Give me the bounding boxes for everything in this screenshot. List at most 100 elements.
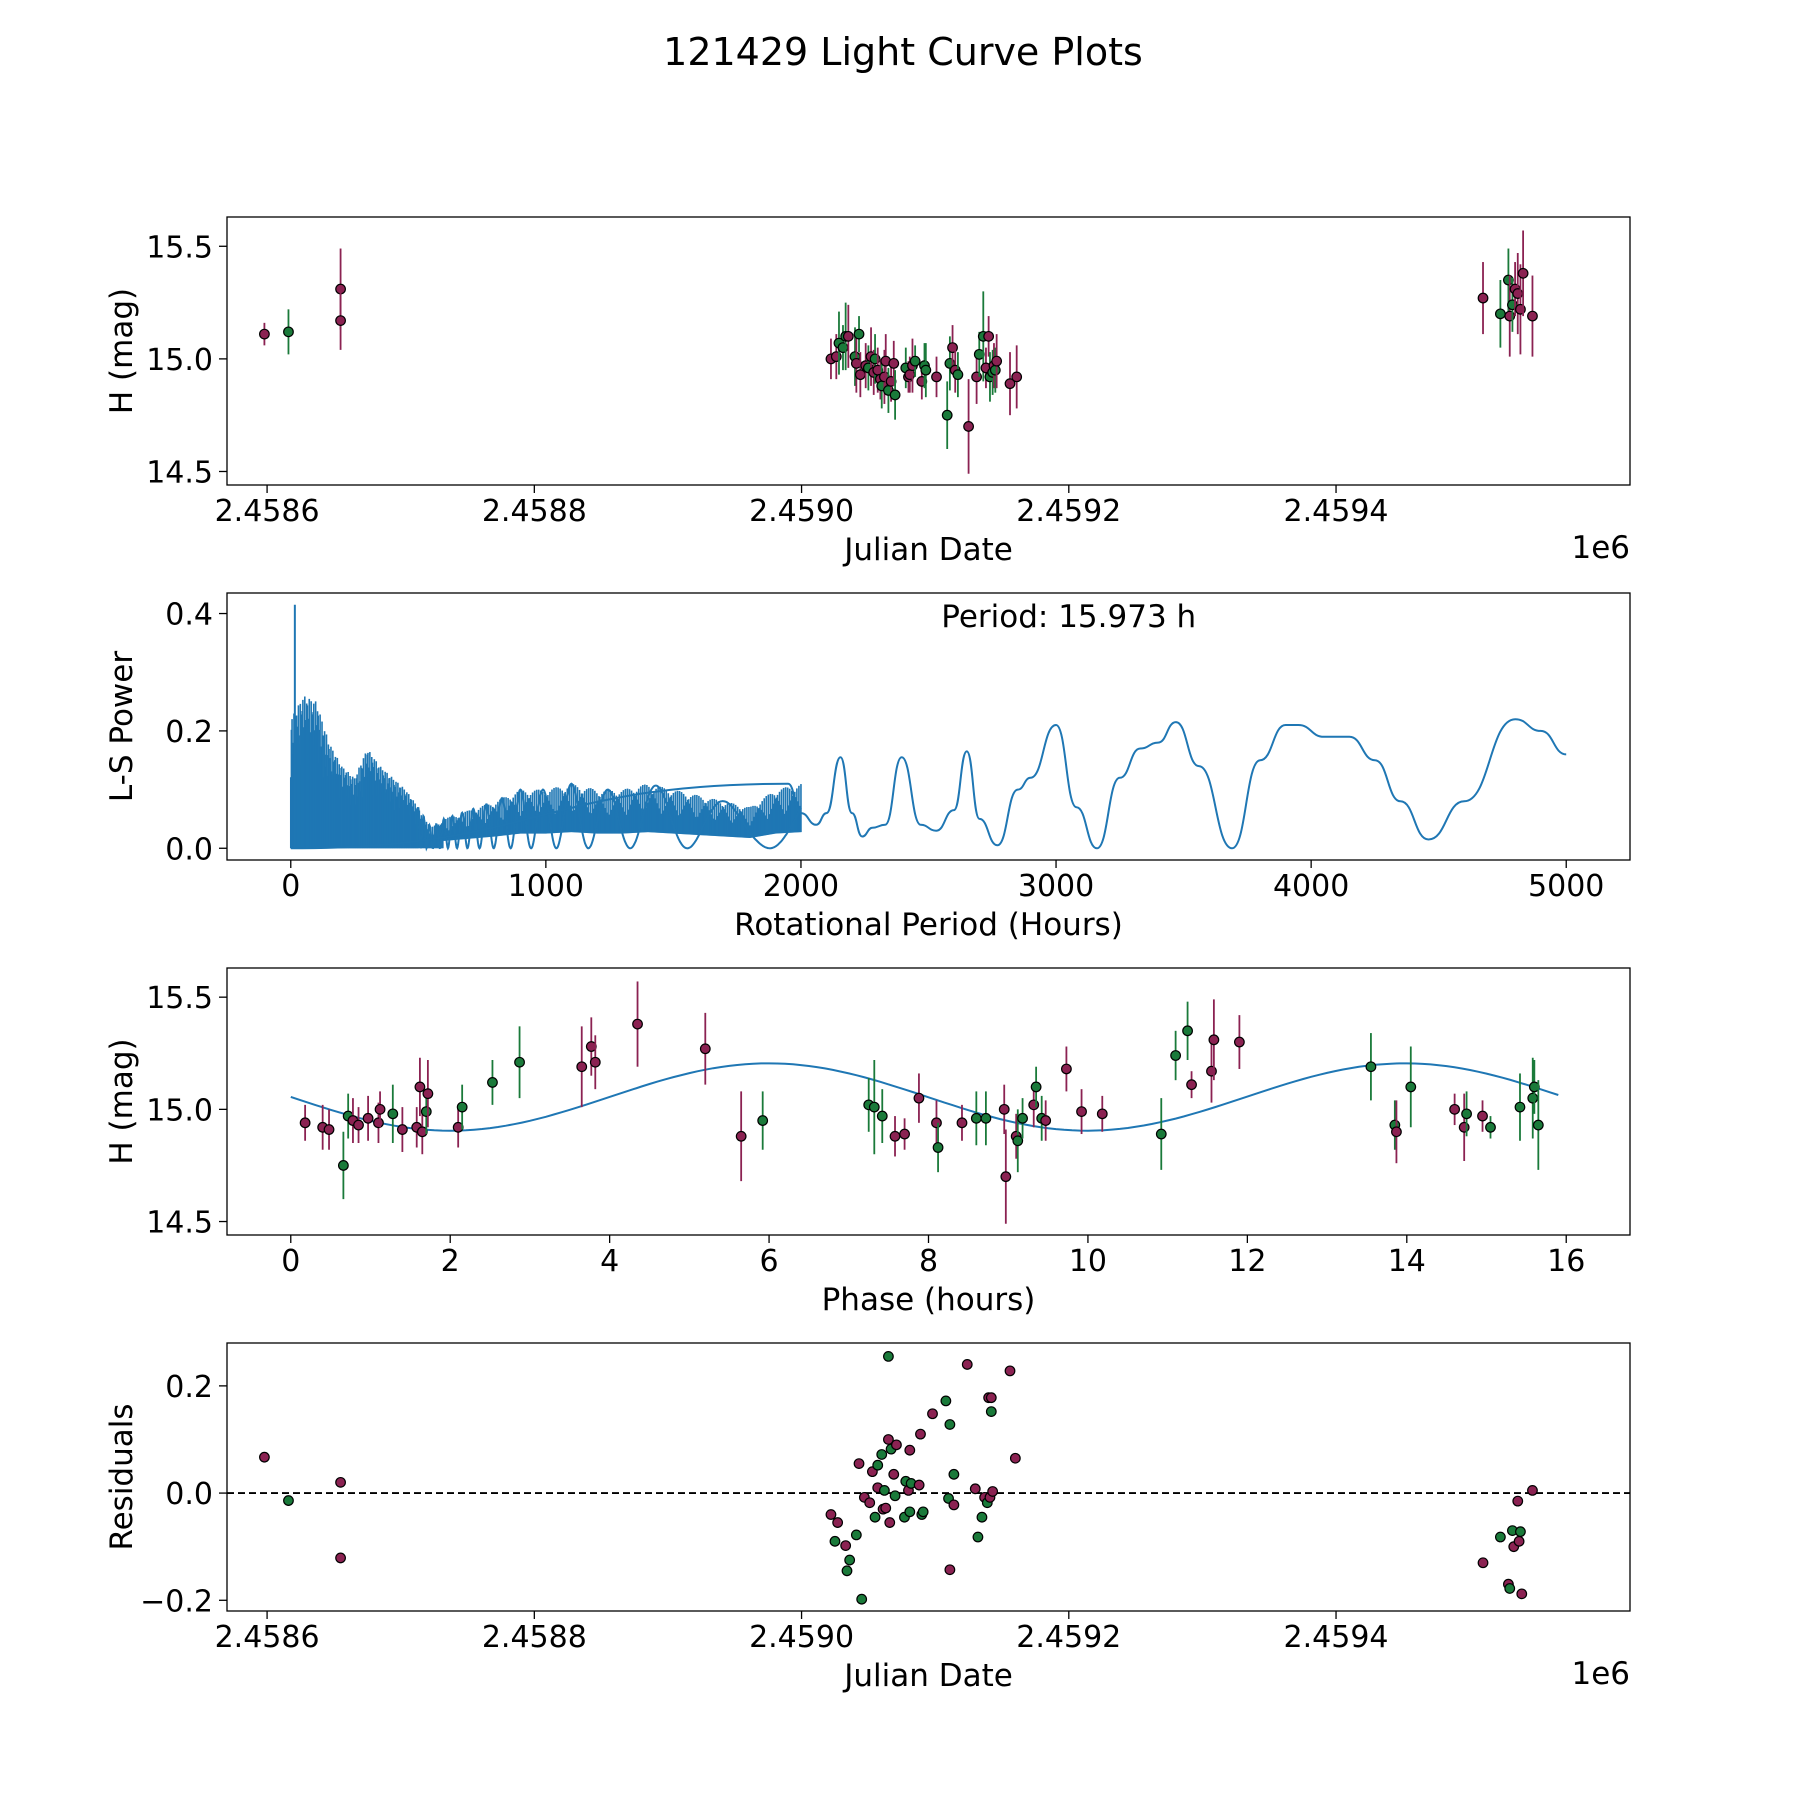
data-point bbox=[335, 1552, 346, 1564]
x-tick-label: 2000 bbox=[763, 869, 839, 904]
x-tick-label: 0 bbox=[281, 1244, 300, 1279]
data-point bbox=[854, 369, 866, 381]
power-oscillation bbox=[417, 782, 802, 852]
x-tick-label: 14 bbox=[1388, 1244, 1426, 1279]
data-point bbox=[825, 1509, 837, 1520]
data-point bbox=[1208, 1034, 1220, 1046]
data-point bbox=[879, 1484, 890, 1496]
y-tick-label: 15.0 bbox=[146, 343, 213, 378]
data-point bbox=[699, 1043, 711, 1055]
data-point bbox=[1004, 378, 1016, 390]
data-point bbox=[888, 357, 900, 369]
data-point bbox=[283, 326, 294, 338]
data-point bbox=[456, 1101, 468, 1113]
data-point bbox=[913, 1479, 925, 1491]
data-point bbox=[998, 1103, 1010, 1115]
data-point bbox=[963, 421, 974, 432]
x-tick-label: 16 bbox=[1547, 1244, 1585, 1279]
periodogram-data bbox=[289, 604, 1567, 852]
data-point bbox=[961, 1359, 973, 1370]
data-point bbox=[1458, 1121, 1470, 1133]
data-point bbox=[944, 1419, 956, 1430]
y-tick-label: 0.2 bbox=[165, 715, 213, 750]
phased-data bbox=[290, 981, 1559, 1224]
data-point bbox=[1017, 1112, 1028, 1124]
data-point bbox=[1527, 1484, 1538, 1496]
data-point bbox=[373, 1117, 384, 1129]
data-point bbox=[904, 1444, 916, 1456]
x-axis-label: Julian Date bbox=[842, 1658, 1013, 1694]
data-point bbox=[829, 1535, 841, 1547]
data-point bbox=[259, 328, 270, 340]
data-point bbox=[985, 1406, 997, 1418]
data-point bbox=[868, 1101, 880, 1113]
data-point bbox=[420, 1106, 432, 1117]
y-tick-label: −0.2 bbox=[140, 1584, 213, 1619]
periodogram-axes-frame bbox=[226, 592, 1631, 861]
data-point bbox=[1512, 1495, 1524, 1507]
x-tick-label: 2.4588 bbox=[482, 1620, 587, 1655]
data-point bbox=[1076, 1106, 1087, 1117]
lightcurve-data bbox=[259, 230, 1538, 474]
data-point bbox=[422, 1088, 434, 1100]
period-annotation: Period: 15.973 h bbox=[941, 599, 1196, 635]
data-point bbox=[1405, 1081, 1417, 1093]
data-point bbox=[1513, 1535, 1525, 1547]
lightcurve-plot: 2.4586 2.4588 2.4590 2.4592 2.4594 14.5 15.0 15… bbox=[104, 216, 1631, 568]
data-point bbox=[983, 330, 995, 342]
periodogram-plot: 0 1000 2000 3000 4000 5000 0.0 0.2 0.4 Rotational… bbox=[104, 592, 1631, 943]
y-tick-label: 0.0 bbox=[165, 1477, 213, 1512]
subplots: 2.4586 2.4588 2.4590 2.4592 2.4594 14.5 15.0 15… bbox=[104, 216, 1631, 1694]
data-point bbox=[832, 1517, 844, 1528]
data-point bbox=[335, 315, 346, 326]
data-point bbox=[735, 1130, 747, 1142]
data-point bbox=[1028, 1099, 1040, 1111]
power-curve bbox=[290, 718, 1567, 850]
data-point bbox=[931, 1117, 942, 1129]
x-tick-label: 2.4586 bbox=[215, 494, 320, 529]
data-point bbox=[915, 1428, 926, 1440]
x-tick-label: 4000 bbox=[1273, 869, 1349, 904]
data-point bbox=[864, 1497, 876, 1509]
data-point bbox=[283, 1495, 294, 1506]
data-point bbox=[1449, 1103, 1461, 1115]
phased-plot: 0 2 4 6 8 10 12 14 16 14.5 15.0 15.5 Phase (hours) H … bbox=[104, 967, 1631, 1318]
data-point bbox=[969, 1483, 981, 1495]
data-point bbox=[1477, 1110, 1488, 1122]
data-point bbox=[1504, 1583, 1516, 1594]
data-point bbox=[1186, 1079, 1197, 1091]
data-point bbox=[904, 1506, 916, 1518]
y-axis-label: Residuals bbox=[104, 1403, 140, 1550]
data-point bbox=[899, 1128, 910, 1140]
data-point bbox=[991, 355, 1003, 367]
residuals-plot: 2.4586 2.4588 2.4590 2.4592 2.4594 −0.2 0.0 0.2… bbox=[104, 1342, 1631, 1694]
data-point bbox=[841, 1565, 853, 1577]
data-point bbox=[259, 1451, 270, 1463]
y-axis-label: L-S Power bbox=[104, 651, 140, 802]
data-point bbox=[989, 364, 1001, 376]
x-offset-label: 1e6 bbox=[1571, 1656, 1630, 1692]
data-point bbox=[1009, 1452, 1021, 1464]
data-point bbox=[299, 1117, 311, 1129]
data-point bbox=[948, 1468, 960, 1480]
data-point bbox=[1233, 1036, 1245, 1048]
y-tick-label: 0.0 bbox=[165, 832, 213, 867]
data-point bbox=[589, 1056, 601, 1068]
data-point bbox=[1365, 1061, 1377, 1073]
data-point bbox=[888, 1468, 900, 1480]
data-point bbox=[1514, 1101, 1526, 1113]
data-point bbox=[1004, 1365, 1016, 1377]
residuals-data bbox=[227, 1350, 1630, 1605]
data-point bbox=[1170, 1050, 1182, 1061]
data-point bbox=[883, 1434, 894, 1445]
data-point bbox=[842, 330, 854, 342]
data-point bbox=[980, 1112, 992, 1124]
data-point bbox=[853, 1458, 865, 1469]
data-point bbox=[1061, 1063, 1072, 1075]
data-point bbox=[1517, 267, 1529, 279]
data-point bbox=[972, 1531, 984, 1543]
data-point bbox=[1485, 1121, 1496, 1133]
data-point bbox=[884, 1517, 896, 1528]
data-point bbox=[1494, 308, 1506, 320]
